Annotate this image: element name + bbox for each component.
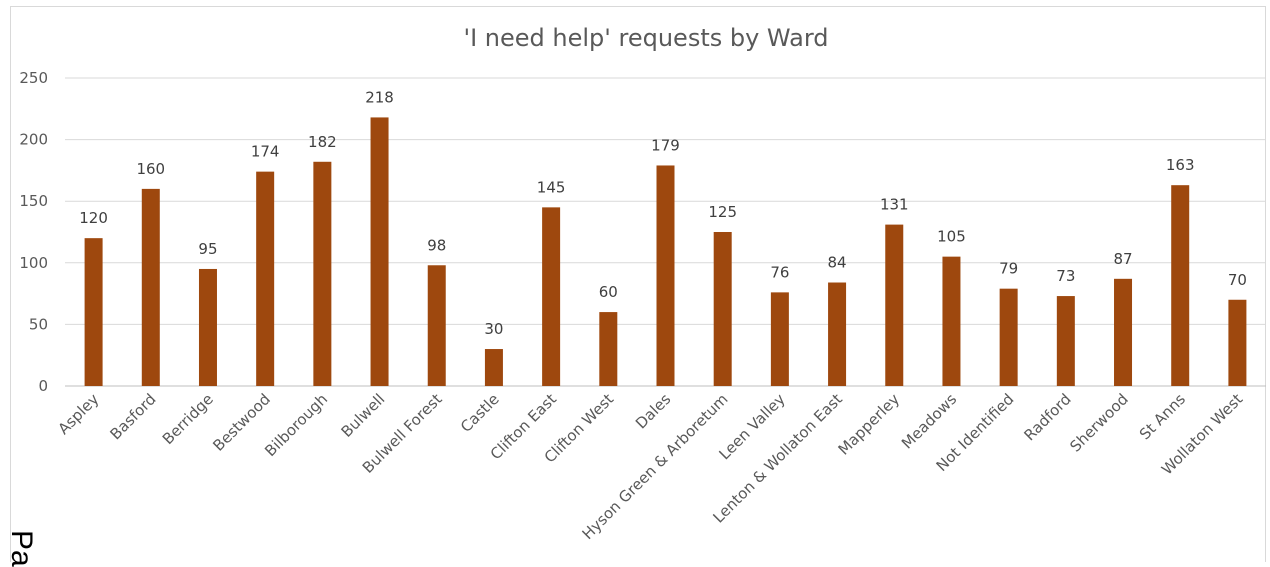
y-tick-label: 100 — [19, 254, 48, 272]
y-tick-label: 0 — [38, 377, 48, 395]
data-label: 87 — [1113, 250, 1132, 268]
bar — [1056, 296, 1075, 386]
data-label: 84 — [828, 254, 847, 272]
bar — [484, 349, 503, 386]
bar — [999, 288, 1018, 386]
data-label: 30 — [484, 320, 503, 338]
x-tick-label: Sherwood — [1066, 390, 1131, 455]
bar — [370, 117, 389, 386]
data-label: 125 — [708, 203, 737, 221]
x-tick-label: Dales — [632, 390, 675, 433]
bar — [542, 207, 561, 386]
y-tick-label: 50 — [29, 315, 48, 333]
x-tick-label: Castle — [457, 390, 503, 436]
bar — [198, 268, 217, 386]
x-tick-label: St Anns — [1136, 390, 1189, 443]
bar — [885, 224, 904, 386]
data-label: 76 — [770, 263, 789, 281]
data-label: 70 — [1228, 271, 1247, 289]
bar — [256, 171, 275, 386]
bar — [1228, 299, 1247, 386]
x-tick-label: Radford — [1020, 390, 1074, 444]
bar — [1171, 185, 1190, 386]
bar — [141, 188, 160, 386]
y-axis-ticks: 0 50 100 150 200 250 — [19, 69, 48, 395]
x-tick-label: Mapperley — [835, 390, 904, 459]
y-tick-label: 150 — [19, 192, 48, 210]
bar — [313, 161, 332, 386]
bar — [599, 312, 618, 386]
data-label: 179 — [651, 136, 680, 154]
chart-frame — [10, 6, 1266, 562]
y-tick-label: 200 — [19, 131, 48, 149]
data-label: 182 — [308, 133, 337, 151]
y-tick-label: 250 — [19, 69, 48, 87]
data-label: 131 — [880, 196, 909, 214]
data-label: 60 — [599, 283, 618, 301]
data-label: 145 — [537, 178, 566, 196]
bar — [84, 238, 103, 386]
data-label: 160 — [136, 160, 165, 178]
bar — [1114, 278, 1133, 386]
data-label: 73 — [1056, 267, 1075, 285]
x-tick-label: Basford — [106, 390, 159, 443]
x-tick-label: Aspley — [54, 390, 102, 438]
bar — [427, 265, 446, 386]
data-label: 120 — [79, 209, 108, 227]
page-label-fragment: Pa — [5, 530, 38, 567]
x-tick-label: Bulwell — [338, 390, 389, 441]
data-label: 79 — [999, 260, 1018, 278]
data-label: 163 — [1166, 156, 1195, 174]
bar — [828, 282, 847, 386]
bar — [656, 165, 675, 386]
bar — [770, 292, 789, 386]
data-label: 174 — [251, 143, 280, 161]
bar — [713, 232, 732, 386]
x-tick-label: Berridge — [159, 390, 217, 448]
data-label: 95 — [198, 240, 217, 258]
data-labels: 120 160 95 174 182 218 98 30 145 60 179 125 76 84 131 1… — [79, 88, 1247, 338]
data-label: 218 — [365, 88, 394, 106]
bars — [84, 117, 1247, 386]
data-label: 98 — [427, 236, 446, 254]
data-label: 105 — [937, 228, 966, 246]
chart-title: 'I need help' requests by Ward — [463, 24, 828, 52]
bar — [942, 256, 961, 386]
